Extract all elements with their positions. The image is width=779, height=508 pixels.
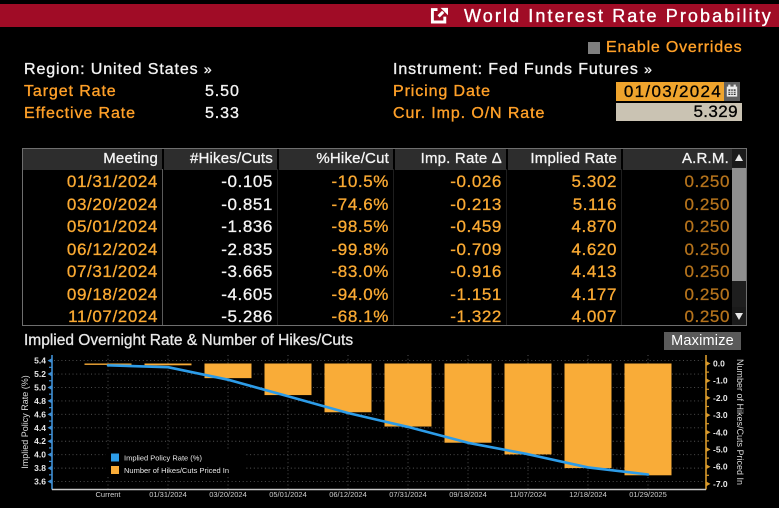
svg-text:4.4: 4.4	[34, 423, 46, 433]
svg-text:-7.0: -7.0	[713, 479, 728, 489]
svg-text:5.0: 5.0	[34, 382, 46, 392]
svg-text:Number of Hikes/Cuts Priced In: Number of Hikes/Cuts Priced In	[735, 359, 745, 485]
svg-text:06/12/2024: 06/12/2024	[329, 490, 367, 499]
svg-text:01/29/2025: 01/29/2025	[629, 490, 667, 499]
svg-text:07/31/2024: 07/31/2024	[389, 490, 427, 499]
svg-text:5.4: 5.4	[34, 356, 46, 366]
svg-text:Implied Policy Rate (%): Implied Policy Rate (%)	[20, 375, 30, 469]
svg-text:5.2: 5.2	[34, 369, 46, 379]
svg-text:-1.0: -1.0	[713, 376, 728, 386]
svg-text:-3.0: -3.0	[713, 410, 728, 420]
svg-text:-4.0: -4.0	[713, 427, 728, 437]
svg-text:4.0: 4.0	[34, 450, 46, 460]
svg-text:09/18/2024: 09/18/2024	[449, 490, 487, 499]
svg-text:Implied Policy Rate (%): Implied Policy Rate (%)	[124, 454, 202, 463]
svg-text:11/07/2024: 11/07/2024	[510, 490, 547, 499]
svg-text:-5.0: -5.0	[713, 445, 728, 455]
svg-text:Current: Current	[95, 490, 121, 499]
svg-text:Number of Hikes/Cuts Priced In: Number of Hikes/Cuts Priced In	[124, 466, 229, 475]
svg-text:01/31/2024: 01/31/2024	[149, 490, 187, 499]
svg-text:12/18/2024: 12/18/2024	[569, 490, 607, 499]
svg-text:-6.0: -6.0	[713, 462, 728, 472]
svg-text:4.6: 4.6	[34, 409, 46, 419]
svg-text:05/01/2024: 05/01/2024	[269, 490, 307, 499]
svg-text:4.8: 4.8	[34, 396, 46, 406]
svg-text:3.8: 3.8	[34, 463, 46, 473]
svg-text:3.6: 3.6	[34, 477, 46, 487]
svg-text:0.0: 0.0	[713, 359, 725, 369]
svg-text:03/20/2024: 03/20/2024	[209, 490, 247, 499]
svg-text:4.2: 4.2	[34, 436, 46, 446]
svg-text:-2.0: -2.0	[713, 393, 728, 403]
